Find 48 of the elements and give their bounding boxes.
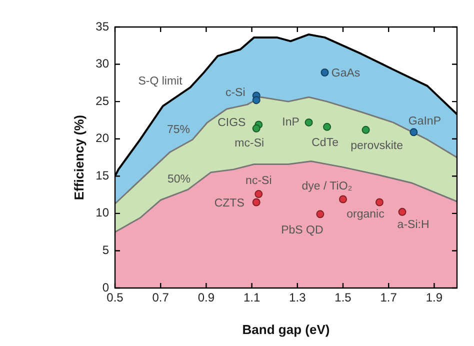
x-tick-label: 0.9 <box>198 290 215 305</box>
point <box>410 128 418 136</box>
x-tick-label: 1.9 <box>426 290 443 305</box>
point <box>398 208 406 216</box>
x-tick-label: 1.3 <box>289 290 306 305</box>
annotation: dye / TiO₂ <box>302 180 352 192</box>
x-tick-label: 0.5 <box>106 290 124 305</box>
annotation: GaAs <box>331 68 360 80</box>
annotation: CdTe <box>312 137 338 150</box>
annotation: organic <box>346 208 385 220</box>
point <box>362 126 370 134</box>
point <box>252 96 260 104</box>
y-tick-label: 5 <box>102 243 110 258</box>
point <box>252 198 260 206</box>
y-tick-label: 15 <box>96 168 110 182</box>
annotation: nc-Si <box>246 175 272 188</box>
annotation: CIGS <box>218 116 246 129</box>
point <box>316 210 324 218</box>
annotation: InP <box>282 116 300 129</box>
point <box>252 124 260 132</box>
y-tick-label: 10 <box>96 206 110 220</box>
x-tick-label: 1.7 <box>380 290 398 305</box>
y-axis-title: Efficiency (%) <box>71 114 86 200</box>
y-tick-label: 30 <box>96 56 110 71</box>
x-tick-label: 1.5 <box>334 290 352 305</box>
point <box>339 195 347 204</box>
y-tick-label: 25 <box>96 94 110 108</box>
point <box>254 190 263 198</box>
annotation: PbS QD <box>281 224 324 236</box>
y-tick-label: 35 <box>96 19 110 34</box>
annotation: GaInP <box>408 115 442 128</box>
annotation: S-Q limit <box>138 76 184 88</box>
annotation: a-Si:H <box>397 219 430 232</box>
annotation: 75% <box>167 124 190 136</box>
x-tick-label: 1.1 <box>243 290 260 305</box>
annotation: perovskite <box>350 140 404 152</box>
point <box>323 122 332 131</box>
x-tick-label: 0.7 <box>152 290 170 305</box>
x-axis-title: Band gap (eV) <box>242 322 330 337</box>
annotation: 50% <box>167 174 190 186</box>
y-tick-label: 0 <box>102 280 110 294</box>
point <box>304 118 313 126</box>
y-tick-label: 20 <box>96 131 110 146</box>
annotation: c-Si <box>225 86 246 99</box>
point <box>320 68 329 76</box>
annotation: mc-Si <box>234 138 264 150</box>
annotation: CZTS <box>214 197 245 210</box>
point <box>375 198 384 206</box>
